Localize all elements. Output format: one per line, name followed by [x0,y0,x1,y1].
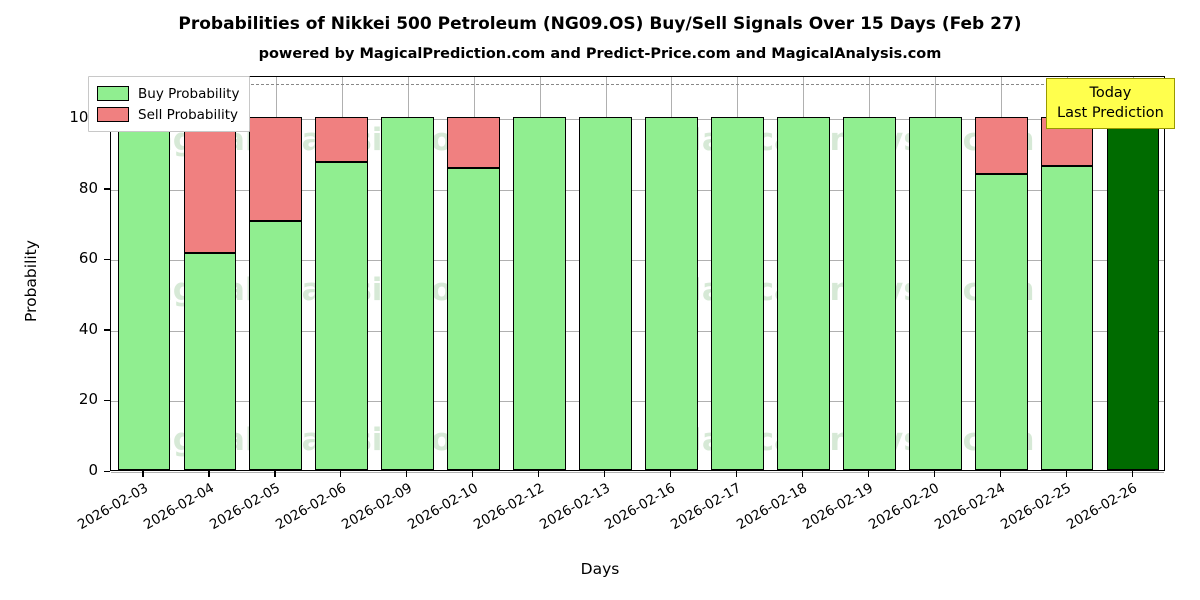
bar-column[interactable] [183,75,237,470]
x-tick-mark [472,471,474,477]
bar-segment-buy[interactable] [381,117,435,470]
x-tick-mark [933,471,935,477]
y-tick-mark [104,470,110,472]
y-tick-mark [104,258,110,261]
bar-segment-buy[interactable] [117,117,171,470]
chart-subtitle: powered by MagicalPrediction.com and Pre… [258,46,942,62]
x-tick-mark [406,471,408,477]
bar-column[interactable] [447,75,501,470]
bar-segment-sell[interactable] [315,117,369,163]
gridline-horizontal [111,472,1164,473]
bar-column[interactable] [711,75,764,470]
bar-column[interactable] [315,75,369,470]
bar-segment-today[interactable] [1106,117,1160,470]
x-tick-mark [735,471,738,477]
x-tick-mark [669,471,672,477]
bar-segment-buy[interactable] [183,253,237,470]
bar-column[interactable] [1040,75,1094,470]
bar-segment-buy[interactable] [974,173,1028,470]
today-annotation: Today Last Prediction [1046,78,1175,129]
gridline-horizontal [111,401,1164,403]
bar-column[interactable] [776,75,830,470]
y-tick-label: 40 [78,319,98,338]
bar-column[interactable] [974,75,1028,470]
x-axis-label: Days [580,560,620,578]
today-annotation-line2: Last Prediction [1057,105,1164,121]
legend-swatch-buy [97,86,129,101]
bar-segment-sell[interactable] [447,117,501,168]
bar-segment-buy[interactable] [908,117,962,470]
bar-segment-sell[interactable] [249,117,303,222]
x-tick-mark [340,471,342,477]
bar-segment-buy[interactable] [776,117,830,470]
bar-column[interactable] [645,75,698,470]
y-tick-label: 60 [78,249,98,268]
y-tick-mark [104,399,110,402]
bar-column[interactable] [513,75,566,470]
bar-column[interactable] [1106,75,1160,470]
chart-title: Probabilities of Nikkei 500 Petroleum (N… [178,14,1022,34]
bar-segment-sell[interactable] [183,117,237,254]
bar-segment-buy[interactable] [645,117,698,470]
bar-segment-sell[interactable] [974,117,1028,174]
chart-legend: Buy Probability Sell Probability [88,76,251,132]
legend-swatch-sell [97,107,129,122]
y-tick-mark [104,188,110,190]
x-tick-mark [604,471,606,477]
x-tick-mark [538,471,540,477]
x-tick-mark [208,471,210,477]
bar-column[interactable] [579,75,632,470]
x-tick-mark [142,471,144,477]
x-tick-mark [867,471,869,477]
bar-segment-buy[interactable] [579,117,632,470]
today-annotation-line1: Today [1089,85,1132,101]
bar-column[interactable] [908,75,962,470]
y-tick-mark [104,329,110,331]
legend-label-buy: Buy Probability [138,85,240,102]
x-tick-mark [801,471,804,477]
y-axis-label: Probability [22,239,40,322]
bar-column[interactable] [842,75,896,470]
bar-column[interactable] [381,75,435,470]
bar-segment-buy[interactable] [1040,166,1094,470]
y-tick-label: 80 [78,178,98,197]
bar-segment-buy[interactable] [513,117,566,470]
x-tick-mark [274,471,276,477]
bar-series-layer [111,77,1164,470]
bar-segment-buy[interactable] [711,117,764,470]
bar-column[interactable] [249,75,303,470]
x-tick-mark [999,471,1001,477]
plot-area: MagicalAnalysis.com MagicalAnalysis.com Ma… [110,76,1165,473]
reference-dashed-line [111,84,1164,86]
bar-column[interactable] [117,75,171,470]
legend-item-sell: Sell Probability [97,104,239,125]
x-tick-mark [1131,471,1133,477]
y-tick-label: 0 [88,461,98,479]
gridline-horizontal [111,260,1164,262]
bar-segment-buy[interactable] [315,162,369,470]
legend-label-sell: Sell Probability [138,106,239,123]
bar-segment-buy[interactable] [842,117,896,470]
y-tick-label: 20 [78,390,98,409]
gridline-horizontal [111,330,1164,332]
bar-segment-buy[interactable] [249,221,303,470]
legend-item-buy: Buy Probability [97,83,239,104]
gridline-horizontal [111,189,1164,191]
bar-segment-buy[interactable] [447,167,501,470]
x-tick-mark [1065,471,1067,477]
gridline-horizontal [111,119,1164,121]
